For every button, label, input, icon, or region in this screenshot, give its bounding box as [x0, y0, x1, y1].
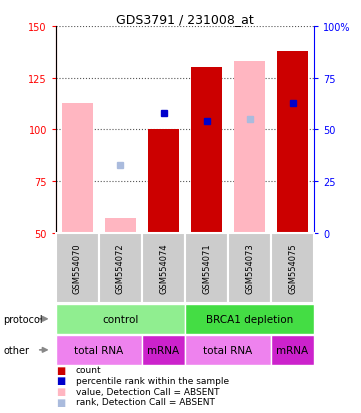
- Bar: [185, 304, 314, 334]
- Text: percentile rank within the sample: percentile rank within the sample: [76, 376, 229, 385]
- Bar: [148, 130, 179, 233]
- Text: ■: ■: [56, 397, 65, 407]
- Text: other: other: [4, 345, 30, 355]
- Bar: [142, 335, 185, 365]
- Text: ■: ■: [56, 375, 65, 385]
- Title: GDS3791 / 231008_at: GDS3791 / 231008_at: [116, 13, 254, 26]
- Bar: [142, 233, 185, 304]
- Text: ■: ■: [56, 386, 65, 396]
- Text: mRNA: mRNA: [147, 345, 179, 355]
- Text: BRCA1 depletion: BRCA1 depletion: [206, 314, 293, 324]
- Bar: [56, 335, 142, 365]
- Bar: [191, 68, 222, 233]
- Text: mRNA: mRNA: [277, 345, 309, 355]
- Bar: [277, 52, 308, 233]
- Bar: [185, 233, 228, 304]
- Bar: [185, 335, 271, 365]
- Text: GSM554073: GSM554073: [245, 243, 254, 294]
- Text: control: control: [102, 314, 139, 324]
- Text: GSM554072: GSM554072: [116, 243, 125, 294]
- Bar: [234, 62, 265, 233]
- Bar: [56, 304, 185, 334]
- Text: GSM554071: GSM554071: [202, 243, 211, 294]
- Text: count: count: [76, 365, 101, 374]
- Text: GSM554075: GSM554075: [288, 243, 297, 294]
- Text: GSM554070: GSM554070: [73, 243, 82, 294]
- Bar: [228, 233, 271, 304]
- Text: protocol: protocol: [4, 314, 43, 324]
- Bar: [62, 103, 93, 233]
- Bar: [271, 335, 314, 365]
- Bar: [105, 219, 136, 233]
- Text: total RNA: total RNA: [74, 345, 123, 355]
- Text: rank, Detection Call = ABSENT: rank, Detection Call = ABSENT: [76, 397, 215, 406]
- Text: GSM554074: GSM554074: [159, 243, 168, 294]
- Bar: [99, 233, 142, 304]
- Text: total RNA: total RNA: [203, 345, 253, 355]
- Bar: [271, 233, 314, 304]
- Bar: [56, 233, 99, 304]
- Text: value, Detection Call = ABSENT: value, Detection Call = ABSENT: [76, 387, 219, 396]
- Text: ■: ■: [56, 365, 65, 375]
